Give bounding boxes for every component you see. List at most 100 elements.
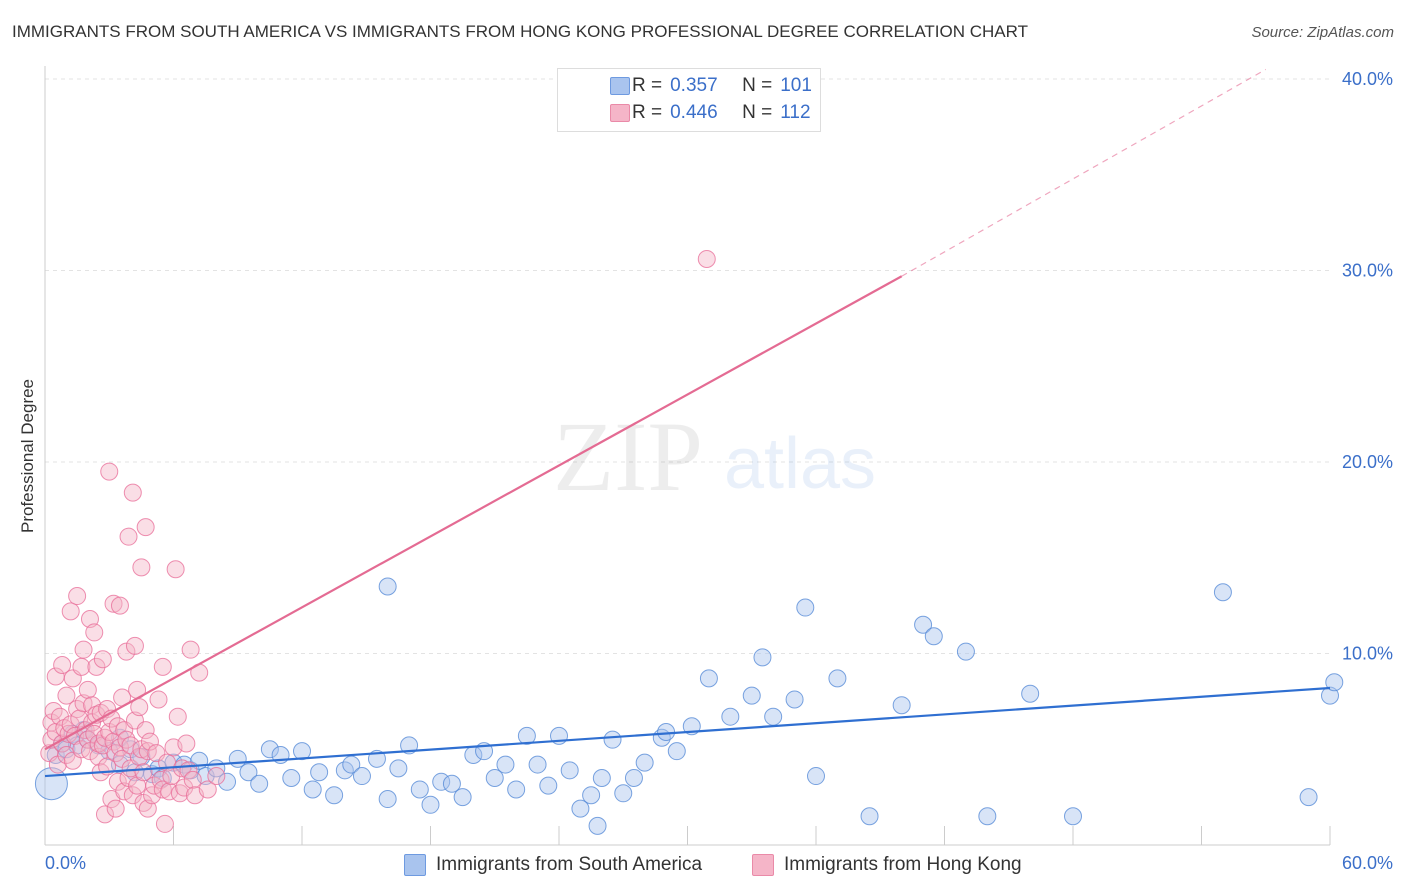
legend-r-value: 0.357	[670, 75, 718, 96]
data-point-south-america	[34, 767, 68, 801]
data-point-hong-kong	[138, 799, 157, 818]
data-point-south-america	[293, 742, 311, 761]
legend-swatch-hong-kong	[610, 104, 630, 122]
data-point-south-america	[860, 807, 879, 826]
data-point-south-america	[635, 753, 654, 772]
data-point-south-america	[1064, 807, 1082, 826]
data-point-hong-kong	[166, 560, 185, 579]
data-point-hong-kong	[207, 767, 226, 786]
data-point-hong-kong	[136, 721, 155, 740]
data-point-hong-kong	[173, 759, 192, 778]
trend-line-hong-kong	[44, 275, 903, 751]
data-point-hong-kong	[132, 558, 151, 577]
data-point-south-america	[560, 761, 579, 780]
correlation-legend: R = 0.357 N = 101 R = 0.446 N = 112	[557, 68, 821, 132]
trend-line-hong-kong-extension	[901, 68, 1267, 277]
data-point-south-america	[956, 642, 975, 661]
data-point-south-america	[378, 577, 397, 596]
data-point-south-america	[764, 707, 783, 726]
data-point-south-america	[485, 768, 504, 787]
data-point-hong-kong	[155, 814, 174, 833]
data-point-south-america	[785, 690, 804, 709]
data-point-hong-kong	[104, 594, 123, 613]
axes	[44, 66, 1331, 846]
data-point-hong-kong	[57, 686, 76, 705]
data-point-south-america	[721, 707, 740, 726]
data-point-hong-kong	[95, 805, 114, 824]
y-tick-label: 10.0%	[1342, 644, 1393, 664]
trend-line-south-america	[44, 686, 1331, 778]
bottom-legend-hong-kong: Immigrants from Hong Kong	[752, 852, 1022, 878]
data-point-hong-kong	[153, 780, 172, 799]
bottom-legend-swatch-hong-kong	[752, 854, 774, 876]
tick-labels: 10.0% 20.0% 30.0% 40.0% 0.0% 60.0%	[45, 69, 1393, 873]
legend-r-label: R =	[632, 75, 663, 96]
data-point-hong-kong	[123, 483, 142, 502]
data-point-south-america	[614, 784, 633, 803]
legend-n-label: N =	[742, 75, 773, 96]
data-point-hong-kong	[87, 657, 106, 676]
y-tick-label: 40.0%	[1342, 69, 1393, 89]
data-point-south-america	[796, 598, 815, 617]
data-point-south-america	[528, 755, 547, 774]
legend-swatch-south-america	[610, 77, 630, 95]
data-point-hong-kong	[68, 587, 87, 606]
data-point-hong-kong	[93, 650, 112, 669]
data-point-south-america	[1321, 686, 1339, 705]
watermark: ZIP atlas	[553, 401, 876, 512]
data-point-south-america	[892, 696, 911, 715]
data-point-south-america	[507, 780, 526, 799]
data-point-hong-kong	[136, 518, 155, 537]
data-point-south-america	[588, 816, 607, 835]
data-point-south-america	[828, 669, 847, 688]
data-point-hong-kong	[140, 732, 159, 751]
bottom-legend-swatch-south-america	[404, 854, 426, 876]
data-point-south-america	[603, 730, 622, 749]
data-point-hong-kong	[110, 596, 129, 615]
data-point-hong-kong	[80, 610, 99, 629]
gridlines	[45, 78, 1330, 654]
legend-n-value: 112	[780, 102, 811, 123]
data-point-south-america	[699, 669, 718, 688]
data-point-south-america	[978, 807, 997, 826]
data-point-south-america	[389, 759, 408, 778]
data-point-south-america	[1213, 583, 1232, 602]
data-point-south-america	[753, 648, 772, 667]
data-point-hong-kong	[123, 786, 142, 805]
data-point-south-america	[410, 780, 429, 799]
data-point-south-america	[442, 774, 461, 793]
data-point-south-america	[1021, 684, 1040, 703]
legend-row-south-america: R = 0.357 N = 101	[584, 74, 812, 98]
watermark-zip: ZIP	[553, 401, 703, 512]
data-point-hong-kong	[108, 772, 127, 791]
data-point-south-america	[571, 799, 590, 818]
data-point-hong-kong	[153, 657, 172, 676]
data-point-hong-kong	[72, 657, 91, 676]
data-point-south-america	[218, 772, 237, 791]
data-point-hong-kong	[61, 602, 80, 621]
data-point-south-america	[742, 686, 761, 705]
data-point-south-america	[924, 627, 943, 646]
legend-r-label: R =	[632, 102, 663, 123]
data-point-south-america	[914, 615, 933, 634]
data-point-hong-kong	[50, 707, 69, 726]
data-point-south-america	[282, 768, 301, 787]
series-hong-kong-points	[40, 250, 716, 833]
data-point-hong-kong	[697, 250, 716, 269]
data-point-south-america	[378, 790, 397, 809]
data-point-hong-kong	[119, 527, 138, 546]
data-point-hong-kong	[78, 680, 97, 699]
data-point-south-america	[250, 774, 269, 793]
data-point-south-america	[260, 740, 279, 759]
data-point-hong-kong	[106, 799, 125, 818]
data-point-hong-kong	[198, 780, 217, 799]
data-point-south-america	[807, 767, 825, 786]
data-point-south-america	[667, 742, 686, 761]
data-point-south-america	[239, 763, 258, 782]
data-point-hong-kong	[181, 640, 200, 659]
data-point-south-america	[1325, 673, 1344, 692]
data-point-south-america	[352, 767, 371, 786]
data-point-south-america	[400, 736, 419, 755]
data-point-south-america	[592, 768, 611, 787]
